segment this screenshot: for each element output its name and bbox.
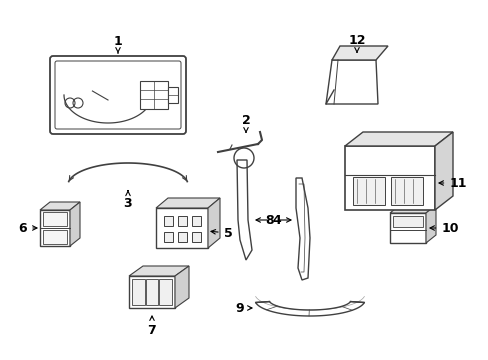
Polygon shape	[129, 266, 189, 276]
Text: 2: 2	[241, 113, 250, 132]
Polygon shape	[40, 202, 80, 210]
Bar	[163, 232, 173, 242]
Bar	[178, 216, 186, 226]
Text: 1: 1	[113, 35, 122, 53]
Text: 4: 4	[256, 213, 281, 226]
Bar	[159, 279, 172, 305]
Bar	[140, 81, 168, 109]
Polygon shape	[237, 160, 251, 260]
Polygon shape	[295, 178, 309, 280]
Bar	[168, 87, 178, 103]
Bar	[389, 213, 425, 243]
FancyBboxPatch shape	[50, 56, 185, 134]
Bar	[156, 208, 207, 248]
Text: 9: 9	[235, 302, 251, 315]
Text: 7: 7	[147, 316, 156, 337]
Polygon shape	[156, 198, 220, 208]
Bar	[178, 232, 186, 242]
Polygon shape	[345, 132, 452, 146]
Bar	[40, 210, 70, 246]
Polygon shape	[70, 202, 80, 246]
Polygon shape	[425, 205, 435, 243]
Polygon shape	[331, 46, 387, 60]
Bar	[390, 177, 422, 205]
Polygon shape	[389, 205, 435, 213]
Bar	[392, 216, 422, 227]
Polygon shape	[325, 60, 377, 104]
Polygon shape	[207, 198, 220, 248]
Bar	[192, 232, 201, 242]
Bar	[43, 212, 67, 226]
Bar	[129, 276, 175, 308]
Bar	[352, 177, 384, 205]
Bar	[145, 279, 158, 305]
Text: 5: 5	[210, 226, 232, 239]
Bar	[43, 230, 67, 244]
Text: 11: 11	[438, 176, 466, 189]
Bar	[163, 216, 173, 226]
Polygon shape	[175, 266, 189, 308]
Bar	[345, 146, 434, 210]
Polygon shape	[255, 302, 364, 316]
Text: 3: 3	[123, 191, 132, 210]
Text: 6: 6	[19, 221, 37, 234]
Polygon shape	[434, 132, 452, 210]
Text: 8: 8	[265, 213, 290, 226]
Bar	[192, 216, 201, 226]
Bar	[132, 279, 144, 305]
Text: 10: 10	[429, 221, 458, 234]
Text: 12: 12	[347, 33, 365, 52]
